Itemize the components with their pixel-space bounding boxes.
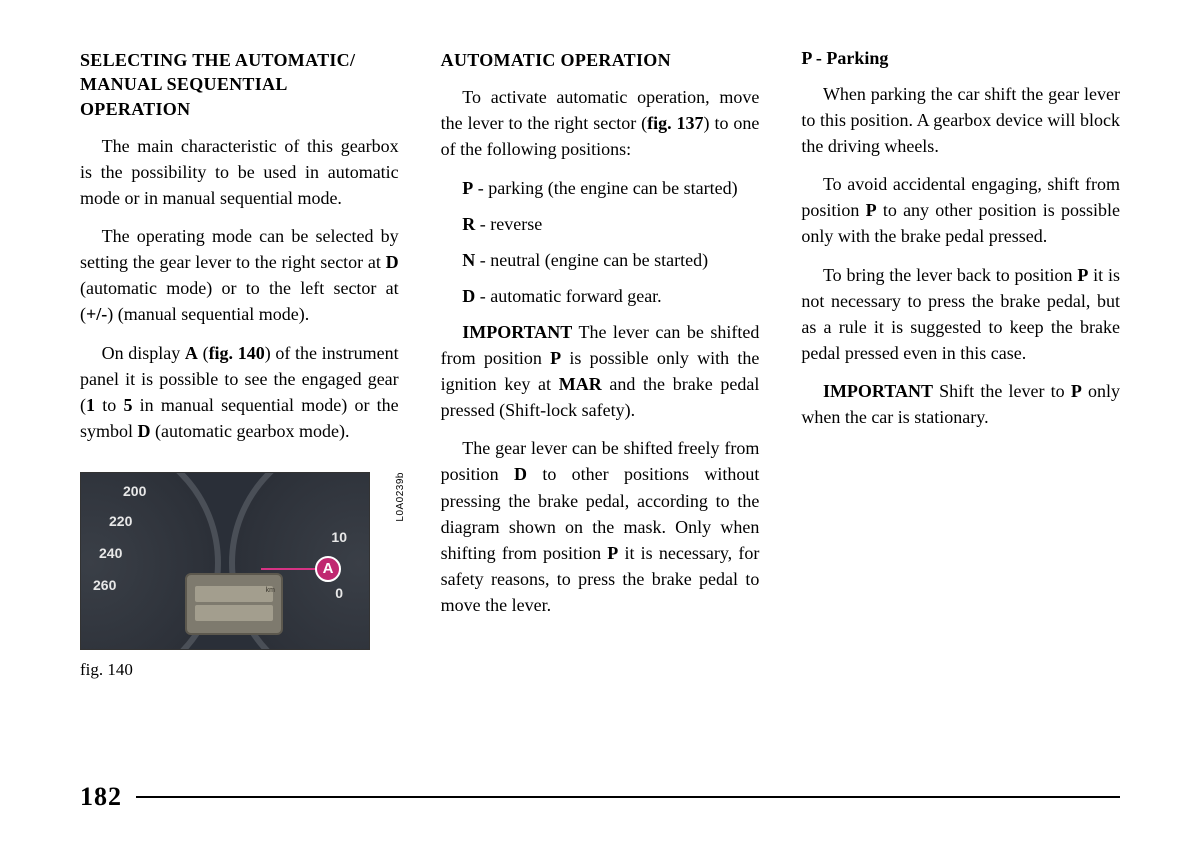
text: ( [198, 343, 209, 363]
col3-p3: To bring the lever back to position P it… [801, 262, 1120, 366]
gauge-tick: 220 [109, 513, 132, 529]
gauge-tick: 10 [331, 529, 347, 545]
bold-fig137: fig. 137 [647, 113, 703, 133]
text: (automatic gearbox mode). [151, 421, 350, 441]
bold-P: P [1071, 381, 1082, 401]
bold-P: P [550, 348, 561, 368]
bold-A: A [185, 343, 198, 363]
gear-D-line: D - automatic forward gear. [441, 283, 760, 309]
col3-heading: P - Parking [801, 48, 1120, 69]
gear-P-line: P - parking (the engine can be started) [441, 175, 760, 201]
col3-p1: When parking the car shift the gear leve… [801, 81, 1120, 159]
bold-P: P [1077, 265, 1088, 285]
footer-rule [136, 796, 1120, 798]
gear-N: N [462, 250, 475, 270]
lcd-row [195, 605, 273, 621]
text: - parking (the engine can be started) [473, 178, 737, 198]
gauge-tick: 240 [99, 545, 122, 561]
figure-caption: fig. 140 [80, 658, 390, 683]
figure-id-label: L0A0239b [395, 472, 406, 522]
text: - automatic forward gear. [475, 286, 661, 306]
column-3: P - Parking When parking the car shift t… [801, 48, 1120, 695]
gear-R: R [462, 214, 475, 234]
bold-fig140: fig. 140 [209, 343, 265, 363]
text: On display [102, 343, 185, 363]
figure-140-wrap: 200 220 240 260 10 0 km A L0A0239b fig. … [80, 472, 390, 683]
column-1: SELECTING THE AUTOMATIC/ MANUAL SEQUENTI… [80, 48, 399, 695]
gear-R-line: R - reverse [441, 211, 760, 237]
gear-N-line: N - neutral (engine can be started) [441, 247, 760, 273]
bold-P: P [866, 200, 877, 220]
text: The operating mode can be select­ed by s… [80, 226, 399, 272]
bold-D: D [138, 421, 151, 441]
bold-D: D [386, 252, 399, 272]
odometer-display: km [185, 573, 283, 635]
bold-MAR: MAR [559, 374, 602, 394]
page-footer: 182 [80, 782, 1120, 812]
col1-p1: The main characteristic of this gearbox … [80, 133, 399, 211]
callout-A: A [315, 556, 341, 582]
important-label: IMPORTANT [462, 322, 572, 342]
gear-P: P [462, 178, 473, 198]
gauge-tick: 0 [335, 585, 343, 601]
important-label: IMPORTANT [823, 381, 933, 401]
col2-heading: AUTOMATIC OPERATION [441, 48, 760, 72]
col3-important: IMPORTANT Shift the lever to P only when… [801, 378, 1120, 430]
col1-heading: SELECTING THE AUTOMATIC/ MANUAL SEQUENTI… [80, 48, 399, 121]
text: Shift the lever to [933, 381, 1071, 401]
col1-p3: On display A (fig. 140) of the instrumen… [80, 340, 399, 444]
text: - reverse [475, 214, 542, 234]
lcd-row: km [195, 586, 273, 602]
bold-D: D [514, 464, 527, 484]
col1-p2: The operating mode can be select­ed by s… [80, 223, 399, 327]
col2-p1: To activate automatic operation, move th… [441, 84, 760, 162]
text: To bring the lever back to position [823, 265, 1077, 285]
km-label: km [266, 587, 275, 594]
bold-P: P [607, 543, 618, 563]
gauge-tick: 260 [93, 577, 116, 593]
col2-p2: The gear lever can be shifted freely fro… [441, 435, 760, 618]
col2-important-1: IMPORTANT The lever can be shifted from … [441, 319, 760, 423]
text: to [95, 395, 123, 415]
text: ) (manual sequential mode). [107, 304, 309, 324]
gauge-tick: 200 [123, 483, 146, 499]
bold-plusminus: +/- [86, 304, 107, 324]
callout-leader-line [261, 568, 321, 570]
page-columns: SELECTING THE AUTOMATIC/ MANUAL SEQUENTI… [80, 48, 1120, 695]
gear-D: D [462, 286, 475, 306]
page-number: 182 [80, 782, 136, 812]
text: - neutral (engine can be started) [475, 250, 708, 270]
figure-140-image: 200 220 240 260 10 0 km A [80, 472, 370, 650]
column-2: AUTOMATIC OPERATION To activate automati… [441, 48, 760, 695]
bold-1: 1 [86, 395, 95, 415]
col3-p2: To avoid accidental engaging, shift from… [801, 171, 1120, 249]
